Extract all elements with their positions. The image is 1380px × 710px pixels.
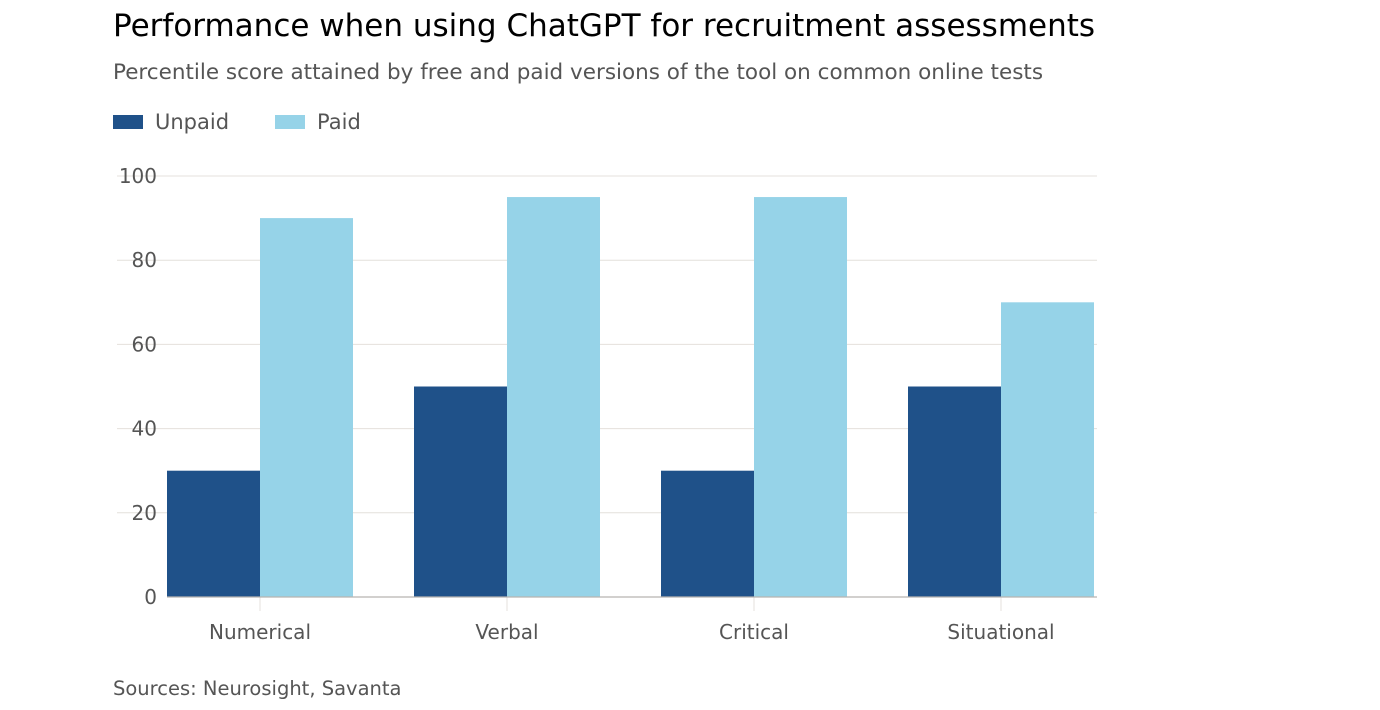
bar-unpaid-situational bbox=[908, 386, 1001, 597]
chart-subtitle: Percentile score attained by free and pa… bbox=[113, 60, 1044, 85]
legend-item-unpaid: Unpaid bbox=[113, 110, 229, 134]
bar-paid-numerical bbox=[260, 218, 353, 597]
legend-swatch-unpaid bbox=[113, 115, 143, 129]
y-tick-label-0: 0 bbox=[144, 585, 157, 609]
y-tick-label-100: 100 bbox=[119, 164, 157, 188]
x-tick-label-situational: Situational bbox=[947, 620, 1054, 644]
bar-unpaid-numerical bbox=[167, 470, 260, 597]
bar-paid-situational bbox=[1001, 302, 1094, 597]
source-note: Sources: Neurosight, Savanta bbox=[113, 677, 402, 700]
legend: Unpaid Paid bbox=[113, 108, 361, 136]
bar-unpaid-verbal bbox=[414, 386, 507, 597]
bar-paid-verbal bbox=[507, 197, 600, 598]
bar-paid-critical bbox=[754, 197, 847, 598]
legend-swatch-paid bbox=[275, 115, 306, 129]
y-tick-label-80: 80 bbox=[132, 248, 157, 272]
bar-unpaid-critical bbox=[661, 470, 754, 597]
y-tick-label-40: 40 bbox=[132, 417, 157, 441]
y-tick-label-20: 20 bbox=[132, 501, 157, 525]
legend-label-paid: Paid bbox=[317, 110, 361, 134]
legend-item-paid: Paid bbox=[275, 110, 361, 134]
legend-label-unpaid: Unpaid bbox=[155, 110, 230, 134]
chart-title: Performance when using ChatGPT for recru… bbox=[113, 8, 1096, 44]
x-tick-label-critical: Critical bbox=[719, 620, 789, 644]
y-tick-label-60: 60 bbox=[132, 332, 157, 356]
x-tick-label-verbal: Verbal bbox=[475, 620, 538, 644]
x-tick-label-numerical: Numerical bbox=[209, 620, 311, 644]
